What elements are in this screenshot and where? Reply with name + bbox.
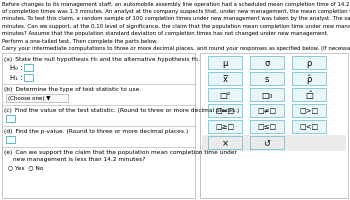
Text: (e) Can we support the claim that the population mean completion time under: (e) Can we support the claim that the po… bbox=[4, 149, 237, 154]
Text: ρ̂: ρ̂ bbox=[306, 74, 312, 84]
Text: (c) Find the value of the test statistic. (Round to three or more decimal places: (c) Find the value of the test statistic… bbox=[4, 107, 239, 112]
Text: □̂: □̂ bbox=[305, 90, 313, 99]
Text: minutes. To test this claim, a random sample of 100 completion times under new m: minutes. To test this claim, a random sa… bbox=[2, 16, 350, 21]
FancyBboxPatch shape bbox=[208, 136, 242, 149]
FancyBboxPatch shape bbox=[6, 94, 68, 102]
FancyBboxPatch shape bbox=[202, 135, 346, 151]
Text: H₀ :: H₀ : bbox=[10, 65, 23, 71]
Text: σ: σ bbox=[264, 59, 270, 68]
Text: ○ Yes  ○ No: ○ Yes ○ No bbox=[8, 164, 43, 169]
Text: minutes? Assume that the population standard deviation of completion times has n: minutes? Assume that the population stan… bbox=[2, 31, 329, 36]
FancyBboxPatch shape bbox=[250, 120, 284, 133]
Text: □≥□: □≥□ bbox=[216, 124, 234, 130]
Text: Carry your intermediate computations to three or more decimal places, and round : Carry your intermediate computations to … bbox=[2, 45, 350, 50]
Text: H₁ :: H₁ : bbox=[10, 75, 23, 80]
Text: ↺: ↺ bbox=[264, 138, 271, 147]
Text: μ: μ bbox=[222, 59, 228, 68]
Text: (b) Determine the type of test statistic to use.: (b) Determine the type of test statistic… bbox=[4, 86, 141, 91]
FancyBboxPatch shape bbox=[2, 54, 195, 198]
FancyBboxPatch shape bbox=[24, 65, 33, 72]
FancyBboxPatch shape bbox=[292, 88, 326, 101]
FancyBboxPatch shape bbox=[208, 73, 242, 85]
Text: minutes. Can we support, at the 0.10 level of significance, the claim that the p: minutes. Can we support, at the 0.10 lev… bbox=[2, 23, 350, 28]
Text: □<□: □<□ bbox=[300, 124, 318, 130]
FancyBboxPatch shape bbox=[250, 73, 284, 85]
Text: s: s bbox=[265, 75, 269, 83]
Text: □≠□: □≠□ bbox=[258, 108, 277, 114]
FancyBboxPatch shape bbox=[292, 104, 326, 117]
FancyBboxPatch shape bbox=[24, 75, 33, 82]
Text: Perform a one-tailed test. Then complete the parts below.: Perform a one-tailed test. Then complete… bbox=[2, 38, 158, 43]
Text: x̅: x̅ bbox=[223, 75, 228, 83]
Text: new management is less than 14.2 minutes?: new management is less than 14.2 minutes… bbox=[4, 156, 145, 161]
Text: (d) Find the p-value. (Round to three or more decimal places.): (d) Find the p-value. (Round to three or… bbox=[4, 128, 188, 133]
Text: □≤□: □≤□ bbox=[258, 124, 277, 130]
FancyBboxPatch shape bbox=[208, 120, 242, 133]
Text: □=□: □=□ bbox=[216, 108, 234, 114]
Text: □>□: □>□ bbox=[300, 108, 318, 114]
FancyBboxPatch shape bbox=[200, 54, 348, 198]
FancyBboxPatch shape bbox=[250, 136, 284, 149]
FancyBboxPatch shape bbox=[208, 88, 242, 101]
Text: (a) State the null hypothesis H₀ and the alternative hypothesis H₁.: (a) State the null hypothesis H₀ and the… bbox=[4, 57, 200, 62]
FancyBboxPatch shape bbox=[250, 57, 284, 70]
Text: □²: □² bbox=[219, 90, 231, 99]
FancyBboxPatch shape bbox=[292, 73, 326, 85]
Text: ×: × bbox=[222, 138, 229, 147]
FancyBboxPatch shape bbox=[250, 104, 284, 117]
FancyBboxPatch shape bbox=[208, 57, 242, 70]
Text: Before changes to its management staff, an automobile assembly line operation ha: Before changes to its management staff, … bbox=[2, 2, 350, 7]
FancyBboxPatch shape bbox=[6, 115, 15, 122]
FancyBboxPatch shape bbox=[292, 120, 326, 133]
Text: (Choose one) ▼: (Choose one) ▼ bbox=[8, 95, 50, 100]
Text: of completion times was 1.3 minutes. An analyst at the company suspects that, un: of completion times was 1.3 minutes. An … bbox=[2, 9, 350, 14]
FancyBboxPatch shape bbox=[292, 57, 326, 70]
FancyBboxPatch shape bbox=[208, 104, 242, 117]
Text: ρ: ρ bbox=[306, 59, 312, 68]
FancyBboxPatch shape bbox=[250, 88, 284, 101]
FancyBboxPatch shape bbox=[6, 136, 15, 143]
Text: □₀: □₀ bbox=[261, 90, 273, 99]
